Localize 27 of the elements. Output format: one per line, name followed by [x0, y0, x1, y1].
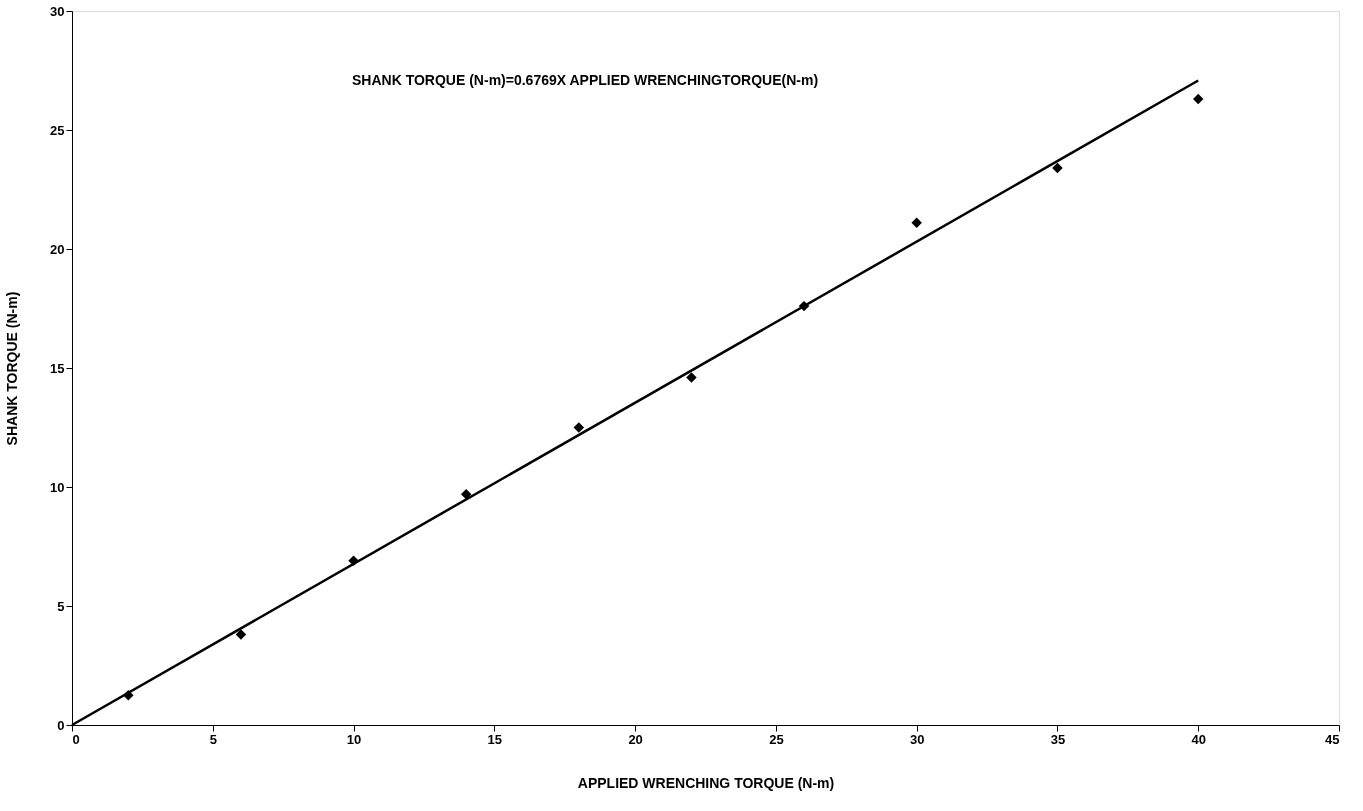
x-tick-label: 15 — [487, 731, 503, 747]
y-axis-title: SHANK TORQUE (N-m) — [4, 291, 21, 446]
x-tick-label: 10 — [346, 731, 362, 747]
y-tick-label: 25 — [50, 122, 65, 138]
point — [573, 422, 585, 433]
y-tick-label: 0 — [57, 717, 65, 733]
x-tick-label: 40 — [1191, 731, 1206, 747]
y-tick-label: 20 — [50, 241, 65, 257]
x-tick-label: 35 — [1050, 731, 1066, 747]
y-tick-label: 15 — [50, 360, 65, 376]
y-tick-label: 30 — [50, 3, 65, 19]
x-tick-label: 25 — [769, 731, 784, 747]
point — [460, 488, 472, 500]
x-tick-label: 0 — [72, 731, 80, 747]
x-tick-label: 45 — [1325, 731, 1340, 747]
y-tick-label: 5 — [57, 598, 65, 614]
annotation: SHANK TORQUE (N-m)=0.6769X APPLIED WRENCHINGTORQUE(N-m) — [352, 72, 819, 88]
x-tick-label: 5 — [209, 731, 217, 747]
point — [235, 629, 247, 640]
x-axis-title: APPLIED WRENCHING TORQUE (N-m) — [577, 774, 835, 791]
x-tick-label: 20 — [628, 731, 643, 747]
point — [1192, 93, 1204, 105]
y-tick-label: 10 — [50, 479, 65, 495]
x-tick-label: 30 — [909, 731, 925, 747]
point — [911, 217, 922, 229]
point — [1052, 162, 1063, 174]
point — [686, 372, 697, 383]
